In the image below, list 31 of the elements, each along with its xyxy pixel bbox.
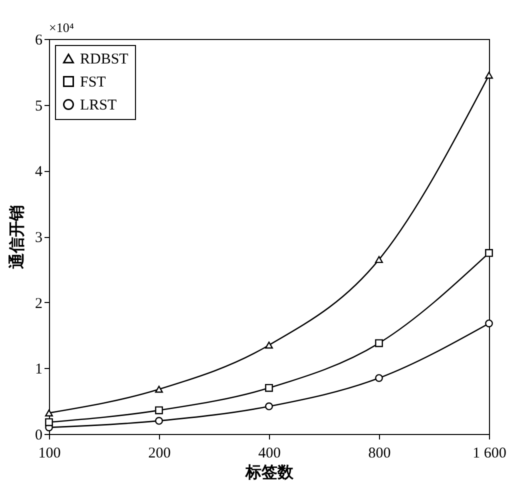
x-tick-label: 800 bbox=[368, 446, 391, 462]
point bbox=[155, 386, 163, 393]
point bbox=[485, 72, 493, 79]
point bbox=[45, 418, 53, 426]
point bbox=[375, 256, 383, 264]
x-tick-label: 100 bbox=[38, 446, 61, 462]
y-tick-label: 6 bbox=[35, 32, 43, 48]
x-tick-label: 1 600 bbox=[472, 446, 506, 462]
point bbox=[485, 319, 493, 328]
y-tick-label: 2 bbox=[35, 296, 42, 312]
y-tick-label: 5 bbox=[35, 98, 42, 114]
legend-label: LRST bbox=[80, 98, 117, 114]
legend-label: FST bbox=[80, 74, 106, 90]
point bbox=[265, 342, 273, 349]
y-axis-title: 通信开销 bbox=[8, 205, 26, 270]
y-tick-label: 0 bbox=[35, 428, 42, 444]
text: ×10⁴ bbox=[49, 20, 74, 35]
point bbox=[265, 384, 273, 392]
y-tick-label: 3 bbox=[35, 230, 42, 246]
legend-label: RDBST bbox=[80, 52, 128, 68]
point bbox=[375, 339, 383, 348]
point bbox=[155, 406, 163, 414]
x-axis-title: 标签数 bbox=[244, 464, 294, 482]
y-tick-label: 4 bbox=[35, 164, 43, 180]
x-tick-label: 200 bbox=[148, 446, 171, 462]
point bbox=[485, 249, 493, 257]
point bbox=[155, 416, 163, 425]
point bbox=[375, 374, 383, 382]
y-tick-label: 1 bbox=[35, 362, 42, 378]
point bbox=[265, 402, 273, 410]
x-tick-label: 400 bbox=[258, 446, 281, 462]
